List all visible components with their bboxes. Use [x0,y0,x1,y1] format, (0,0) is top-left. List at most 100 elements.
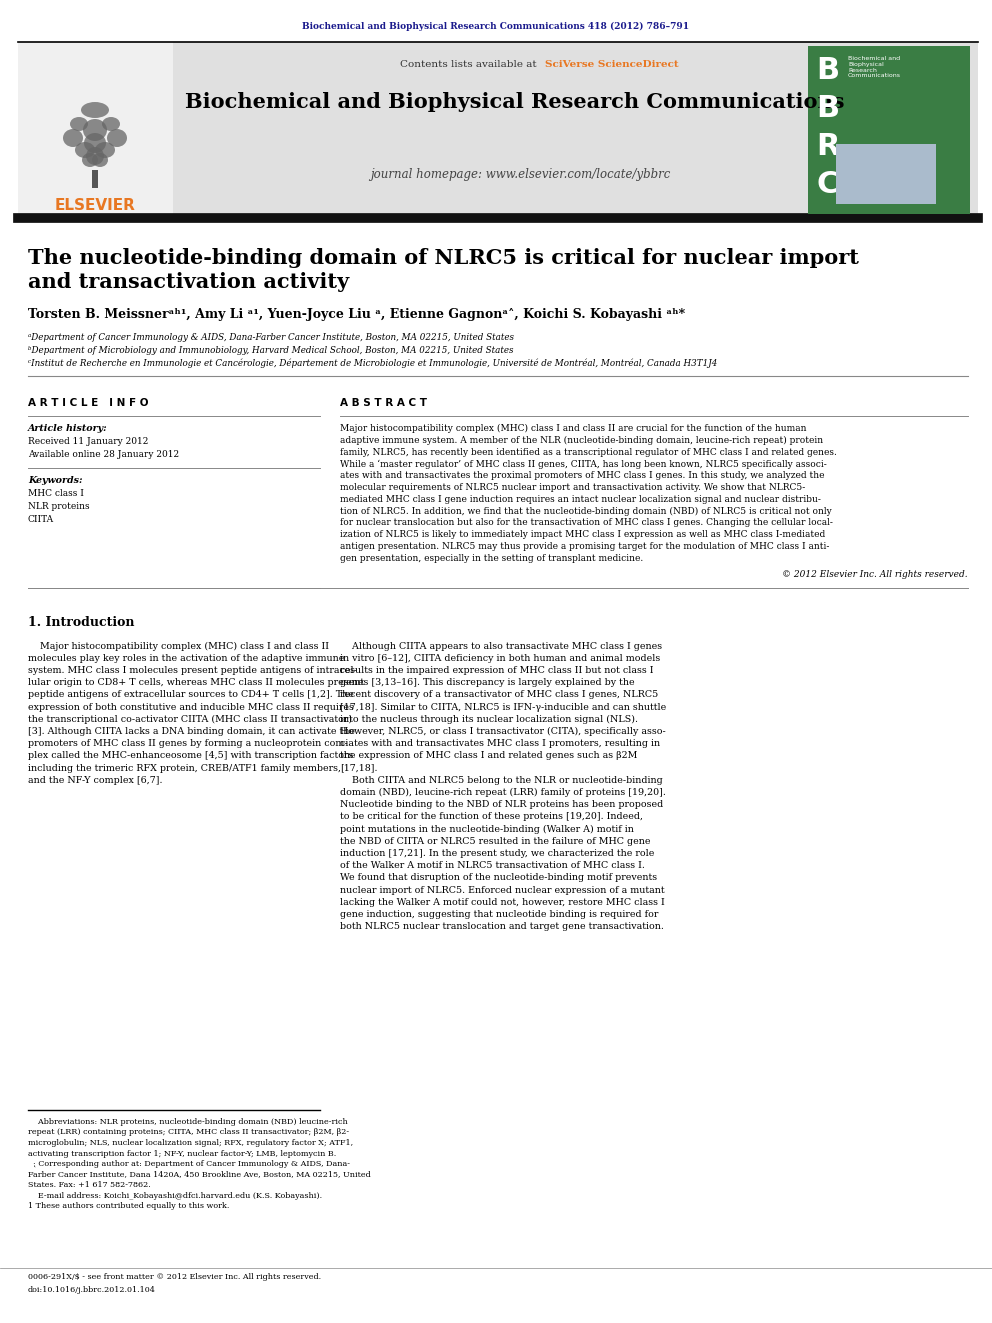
Text: [17,18]. Similar to CIITA, NLRC5 is IFN-γ-inducible and can shuttle: [17,18]. Similar to CIITA, NLRC5 is IFN-… [340,703,667,712]
Text: Nucleotide binding to the NBD of NLR proteins has been proposed: Nucleotide binding to the NBD of NLR pro… [340,800,664,810]
Text: 1 These authors contributed equally to this work.: 1 These authors contributed equally to t… [28,1203,229,1211]
Text: © 2012 Elsevier Inc. All rights reserved.: © 2012 Elsevier Inc. All rights reserved… [783,570,968,578]
Text: The nucleotide-binding domain of NLRC5 is critical for nuclear import: The nucleotide-binding domain of NLRC5 i… [28,247,859,269]
Text: States. Fax: +1 617 582-7862.: States. Fax: +1 617 582-7862. [28,1181,151,1189]
Text: peptide antigens of extracellular sources to CD4+ T cells [1,2]. The: peptide antigens of extracellular source… [28,691,354,700]
Text: ELSEVIER: ELSEVIER [55,198,136,213]
Text: SciVerse ScienceDirect: SciVerse ScienceDirect [545,60,679,69]
Text: A R T I C L E   I N F O: A R T I C L E I N F O [28,398,149,407]
Text: for nuclear translocation but also for the transactivation of MHC class I genes.: for nuclear translocation but also for t… [340,519,833,528]
Text: A B S T R A C T: A B S T R A C T [340,398,427,407]
Text: Keywords:: Keywords: [28,476,82,486]
Text: Biochemical and Biophysical Research Communications: Biochemical and Biophysical Research Com… [185,93,844,112]
Bar [808,46,970,214]
Text: Received 11 January 2012: Received 11 January 2012 [28,437,149,446]
Text: recent discovery of a transactivator of MHC class I genes, NLRC5: recent discovery of a transactivator of … [340,691,659,700]
Ellipse shape [81,102,109,118]
Text: tion of NLRC5. In addition, we find that the nucleotide-binding domain (NBD) of : tion of NLRC5. In addition, we find that… [340,507,831,516]
Ellipse shape [86,147,104,165]
Text: ization of NLRC5 is likely to immediately impact MHC class I expression as well : ization of NLRC5 is likely to immediatel… [340,531,825,540]
Text: Biochemical and Biophysical Research Communications 418 (2012) 786–791: Biochemical and Biophysical Research Com… [303,22,689,32]
Text: 0006-291X/$ - see front matter © 2012 Elsevier Inc. All rights reserved.: 0006-291X/$ - see front matter © 2012 El… [28,1273,321,1281]
Text: family, NLRC5, has recently been identified as a transcriptional regulator of MH: family, NLRC5, has recently been identif… [340,447,837,456]
Text: the transcriptional co-activator CIITA (MHC class II transactivator): the transcriptional co-activator CIITA (… [28,714,352,724]
Text: induction [17,21]. In the present study, we characterized the role: induction [17,21]. In the present study,… [340,849,655,859]
Text: results in the impaired expression of MHC class II but not class I: results in the impaired expression of MH… [340,665,654,675]
Text: Although CIITA appears to also transactivate MHC class I genes: Although CIITA appears to also transacti… [340,642,662,651]
Text: gen presentation, especially in the setting of transplant medicine.: gen presentation, especially in the sett… [340,554,643,562]
Ellipse shape [63,130,83,147]
Text: to be critical for the function of these proteins [19,20]. Indeed,: to be critical for the function of these… [340,812,643,822]
Text: molecules play key roles in the activation of the adaptive immune: molecules play key roles in the activati… [28,654,344,663]
Text: molecular requirements of NLRC5 nuclear import and transactivation activity. We : molecular requirements of NLRC5 nuclear … [340,483,806,492]
Bar [836,144,936,204]
Text: MHC class I: MHC class I [28,490,84,497]
Ellipse shape [107,130,127,147]
Text: Major histocompatibility complex (MHC) class I and class II are crucial for the : Major histocompatibility complex (MHC) c… [340,423,806,433]
Text: doi:10.1016/j.bbrc.2012.01.104: doi:10.1016/j.bbrc.2012.01.104 [28,1286,156,1294]
Text: C: C [816,169,838,198]
Text: E-mail address: Koichi_Kobayashi@dfci.harvard.edu (K.S. Kobayashi).: E-mail address: Koichi_Kobayashi@dfci.ha… [28,1192,322,1200]
Bar [92,169,98,188]
Text: mediated MHC class I gene induction requires an intact nuclear localization sign: mediated MHC class I gene induction requ… [340,495,820,504]
Text: [3]. Although CIITA lacks a DNA binding domain, it can activate the: [3]. Although CIITA lacks a DNA binding … [28,728,355,736]
Text: activating transcription factor 1; NF-Y, nuclear factor-Y; LMB, leptomycin B.: activating transcription factor 1; NF-Y,… [28,1150,336,1158]
Text: lacking the Walker A motif could not, however, restore MHC class I: lacking the Walker A motif could not, ho… [340,898,665,906]
Text: the expression of MHC class I and related genes such as β2M: the expression of MHC class I and relate… [340,751,638,761]
Text: promoters of MHC class II genes by forming a nucleoprotein com-: promoters of MHC class II genes by formi… [28,740,347,749]
Text: We found that disruption of the nucleotide-binding motif prevents: We found that disruption of the nucleoti… [340,873,657,882]
Text: nuclear import of NLRC5. Enforced nuclear expression of a mutant: nuclear import of NLRC5. Enforced nuclea… [340,885,665,894]
Text: [17,18].: [17,18]. [340,763,378,773]
Text: and the NF-Y complex [6,7].: and the NF-Y complex [6,7]. [28,775,163,785]
Text: B: B [816,56,839,85]
Text: journal homepage: www.elsevier.com/locate/ybbrc: journal homepage: www.elsevier.com/locat… [370,168,671,181]
Ellipse shape [70,116,88,131]
Ellipse shape [82,153,98,167]
Text: Farber Cancer Institute, Dana 1420A, 450 Brookline Ave, Boston, MA 02215, United: Farber Cancer Institute, Dana 1420A, 450… [28,1171,371,1179]
Text: both NLRC5 nuclear translocation and target gene transactivation.: both NLRC5 nuclear translocation and tar… [340,922,664,931]
Text: lular origin to CD8+ T cells, whereas MHC class II molecules present: lular origin to CD8+ T cells, whereas MH… [28,679,364,687]
Text: However, NLRC5, or class I transactivator (CITA), specifically asso-: However, NLRC5, or class I transactivato… [340,728,666,736]
Text: While a ‘master regulator’ of MHC class II genes, CIITA, has long been known, NL: While a ‘master regulator’ of MHC class … [340,459,826,468]
Ellipse shape [83,119,107,142]
Text: ⁏ Corresponding author at: Department of Cancer Immunology & AIDS, Dana-: ⁏ Corresponding author at: Department of… [28,1160,350,1168]
Text: the NBD of CIITA or NLRC5 resulted in the failure of MHC gene: the NBD of CIITA or NLRC5 resulted in th… [340,837,651,845]
Text: ᶜInstitut de Recherche en Immunologie et Cancérologie, Département de Microbiolo: ᶜInstitut de Recherche en Immunologie et… [28,359,717,369]
Bar [18,42,173,218]
Text: system. MHC class I molecules present peptide antigens of intracel-: system. MHC class I molecules present pe… [28,665,357,675]
Text: expression of both constitutive and inducible MHC class II requires: expression of both constitutive and indu… [28,703,354,712]
Ellipse shape [84,134,106,153]
Text: Available online 28 January 2012: Available online 28 January 2012 [28,450,180,459]
Text: ates with and transactivates the proximal promoters of MHC class I genes. In thi: ates with and transactivates the proxima… [340,471,824,480]
Text: repeat (LRR) containing proteins; CIITA, MHC class II transactivator; β2M, β2-: repeat (LRR) containing proteins; CIITA,… [28,1129,349,1136]
Text: Major histocompatibility complex (MHC) class I and class II: Major histocompatibility complex (MHC) c… [28,642,329,651]
Ellipse shape [95,142,115,157]
Text: Torsten B. Meissnerᵃʰ¹, Amy Li ᵃ¹, Yuen-Joyce Liu ᵃ, Etienne Gagnonᵃ˄, Koichi S.: Torsten B. Meissnerᵃʰ¹, Amy Li ᵃ¹, Yuen-… [28,308,685,321]
Text: adaptive immune system. A member of the NLR (nucleotide-binding domain, leucine-: adaptive immune system. A member of the … [340,435,823,445]
Text: R: R [816,132,839,161]
Text: genes [3,13–16]. This discrepancy is largely explained by the: genes [3,13–16]. This discrepancy is lar… [340,679,635,687]
Text: and transactivation activity: and transactivation activity [28,273,349,292]
Ellipse shape [92,153,108,167]
Text: ᵃDepartment of Cancer Immunology & AIDS, Dana-Farber Cancer Institute, Boston, M: ᵃDepartment of Cancer Immunology & AIDS,… [28,333,514,343]
Text: point mutations in the nucleotide-binding (Walker A) motif in: point mutations in the nucleotide-bindin… [340,824,634,833]
Text: Both CIITA and NLRC5 belong to the NLR or nucleotide-binding: Both CIITA and NLRC5 belong to the NLR o… [340,775,663,785]
Text: Biochemical and
Biophysical
Research
Communications: Biochemical and Biophysical Research Com… [848,56,901,78]
Text: ᵇDepartment of Microbiology and Immunobiology, Harvard Medical School, Boston, M: ᵇDepartment of Microbiology and Immunobi… [28,347,514,355]
Text: Abbreviations: NLR proteins, nucleotide-binding domain (NBD) leucine-rich: Abbreviations: NLR proteins, nucleotide-… [28,1118,348,1126]
Text: Article history:: Article history: [28,423,107,433]
Text: microglobulin; NLS, nuclear localization signal; RFX, regulatory factor X; ATF1,: microglobulin; NLS, nuclear localization… [28,1139,353,1147]
Text: CIITA: CIITA [28,515,55,524]
Text: B: B [816,94,839,123]
Text: 1. Introduction: 1. Introduction [28,615,135,628]
Text: including the trimeric RFX protein, CREB/ATF1 family members,: including the trimeric RFX protein, CREB… [28,763,341,773]
Text: antigen presentation. NLRC5 may thus provide a promising target for the modulati: antigen presentation. NLRC5 may thus pro… [340,542,829,550]
Text: ciates with and transactivates MHC class I promoters, resulting in: ciates with and transactivates MHC class… [340,740,660,749]
Ellipse shape [102,116,120,131]
Text: domain (NBD), leucine-rich repeat (LRR) family of proteins [19,20].: domain (NBD), leucine-rich repeat (LRR) … [340,789,666,798]
Bar [18,42,978,218]
Text: gene induction, suggesting that nucleotide binding is required for: gene induction, suggesting that nucleoti… [340,910,659,919]
Text: in vitro [6–12], CIITA deficiency in both human and animal models: in vitro [6–12], CIITA deficiency in bot… [340,654,661,663]
Text: NLR proteins: NLR proteins [28,501,89,511]
Text: of the Walker A motif in NLRC5 transactivation of MHC class I.: of the Walker A motif in NLRC5 transacti… [340,861,645,871]
